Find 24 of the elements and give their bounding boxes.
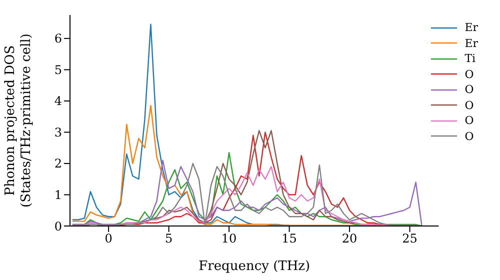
legend-label: Er xyxy=(464,21,478,34)
x-tick-label: 20 xyxy=(342,232,358,246)
legend-label: O xyxy=(464,114,474,128)
y-tick-label: 5 xyxy=(54,62,62,77)
x-tick-label: 0 xyxy=(104,232,112,246)
y-tick-label: 1 xyxy=(54,188,62,202)
x-tick-label: 15 xyxy=(282,232,297,246)
y-tick-label: 3 xyxy=(54,125,62,140)
legend-label: O xyxy=(464,68,474,81)
y-tick-label: 0 xyxy=(54,219,62,234)
legend-label: O xyxy=(464,130,474,143)
y-axis-title: Phonon projected DOS (States/THz·primitive cell) xyxy=(3,33,34,208)
legend-label: O xyxy=(464,98,474,112)
legend-label: Er xyxy=(464,36,478,50)
y-tick-label: 4 xyxy=(54,94,62,108)
legend-label: O xyxy=(464,83,474,96)
y-tick-label: 6 xyxy=(54,32,62,46)
legend-label: Ti xyxy=(464,52,476,66)
x-axis-title: Frequency (THz) xyxy=(198,259,310,274)
x-tick-label: 5 xyxy=(164,232,173,246)
x-tick-label: 10 xyxy=(221,232,237,246)
x-tick-label: 25 xyxy=(402,232,418,246)
y-tick-label: 2 xyxy=(54,156,62,171)
line-series xyxy=(72,24,290,226)
